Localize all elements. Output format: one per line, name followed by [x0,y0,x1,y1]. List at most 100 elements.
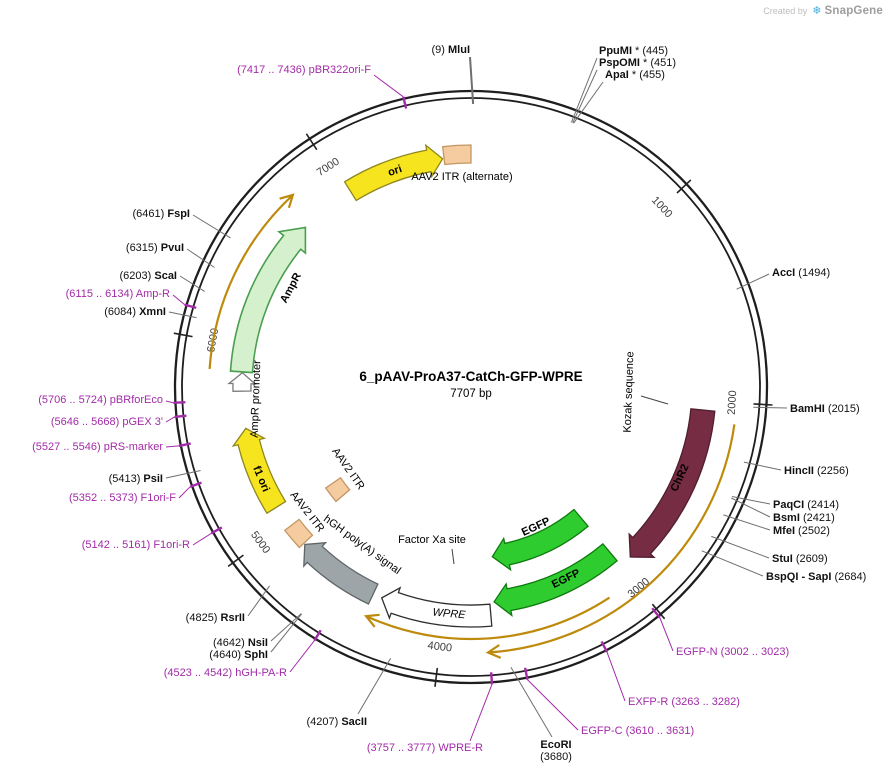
enzyme-PaqCI[interactable]: PaqCI (2414) [731,496,839,512]
enzyme-BamHI[interactable]: BamHI (2015) [753,403,860,415]
primer-EGFP-N[interactable]: EGFP-N (3002 .. 3023) [651,607,789,658]
enzyme-PspOMI[interactable]: PspOMI * (451) [572,57,676,124]
ruler-label-5000: 5000 [248,529,272,556]
svg-text:(5646 .. 5668) pGEX 3': (5646 .. 5668) pGEX 3' [51,416,163,428]
watermark-prefix: Created by [763,5,808,16]
svg-text:(5527 .. 5546) pRS-marker: (5527 .. 5546) pRS-marker [32,441,163,453]
svg-text:(6084) XmnI: (6084) XmnI [104,306,166,318]
svg-text:PspOMI * (451): PspOMI * (451) [599,57,676,69]
primer-F1ori-R[interactable]: (5142 .. 5161) F1ori-R [82,526,223,551]
enzyme-EcoRI[interactable]: EcoRI (3680) [510,666,572,763]
svg-text:(6461) FspI: (6461) FspI [133,208,190,220]
enzyme-ApaI[interactable]: ApaI * (455) [573,69,665,124]
primer-Amp-R[interactable]: (6115 .. 6134) Amp-R [66,288,197,310]
enzyme-BsmI[interactable]: BsmI (2421) [731,497,835,524]
enzyme-XmnI[interactable]: (6084) XmnI [104,306,197,319]
ruler-label-1000: 1000 [649,194,675,220]
note-kozak-sequence[interactable]: Kozak sequence [622,351,669,433]
backbone-ring-outer [173,89,769,685]
svg-text:(5142 .. 5161) F1ori-R: (5142 .. 5161) F1ori-R [82,539,190,551]
snapgene-watermark: Created by ❄ SnapGene [763,4,883,18]
svg-text:BsmI (2421): BsmI (2421) [773,512,835,524]
backbone-ring-inner [181,97,761,677]
enzyme-PsiI[interactable]: (5413) PsiI [109,470,201,486]
orf-1-arrow[interactable] [485,424,736,659]
svg-text:(5352 .. 5373) F1ori-F: (5352 .. 5373) F1ori-F [69,492,176,504]
svg-text:StuI (2609): StuI (2609) [772,553,828,565]
ruler-tick-4000 [434,667,439,687]
primer-pBR322ori-F[interactable]: (7417 .. 7436) pBR322ori-F [237,64,408,109]
primer-hGH-PA-R[interactable]: (4523 .. 4542) hGH-PA-R [164,629,322,679]
svg-text:HincII (2256): HincII (2256) [784,465,849,477]
snapgene-logo-icon: ❄ [812,5,822,17]
primer-pRS-marker[interactable]: (5527 .. 5546) pRS-marker [32,441,191,453]
feature-egfp-outer[interactable] [493,542,619,617]
plasmid-title: 6_pAAV-ProA37-CatCh-GFP-WPRE [359,369,582,384]
svg-text:EGFP-C (3610 .. 3631): EGFP-C (3610 .. 3631) [581,725,694,737]
svg-text:(4825) RsrII: (4825) RsrII [186,612,245,624]
enzyme-AccI[interactable]: AccI (1494) [736,267,831,290]
enzyme-ScaI[interactable]: (6203) ScaI [120,270,205,292]
svg-text:(7417 .. 7436) pBR322ori-F: (7417 .. 7436) pBR322ori-F [237,64,371,76]
feature-hgh-polya-signal[interactable] [303,541,379,605]
primer-pGEX-3[interactable]: (5646 .. 5668) pGEX 3' [51,414,187,428]
enzyme-SacII[interactable]: (4207) SacII [306,658,392,728]
ruler-tick-5000 [227,554,244,568]
svg-text:EcoRI(3680): EcoRI (3680) [540,739,572,763]
enzyme-NsiI[interactable]: (4642) NsiI [213,613,302,650]
primer-WPRE-R[interactable]: (3757 .. 3777) WPRE-R [367,672,494,754]
svg-text:(4207) SacII: (4207) SacII [306,716,367,728]
svg-text:PpuMI * (445): PpuMI * (445) [599,45,668,57]
feature-ori[interactable] [343,143,444,202]
svg-text:(4642) NsiI: (4642) NsiI [213,637,268,649]
enzyme-HincII[interactable]: HincII (2256) [743,461,849,477]
primer-EXFP-R[interactable]: EXFP-R (3263 .. 3282) [600,640,740,709]
svg-text:(4523 .. 4542) hGH-PA-R: (4523 .. 4542) hGH-PA-R [164,667,287,679]
enzyme-PpuMI[interactable]: PpuMI * (445) [570,45,668,123]
svg-text:Kozak sequence: Kozak sequence [622,351,637,433]
feature-label-ori[interactable]: ori [386,163,403,179]
ruler-label-2000: 2000 [726,390,739,415]
feature-chr2[interactable] [628,408,716,558]
orf-3-arrow[interactable] [208,193,295,369]
enzyme-MluI[interactable]: (9) MluI [432,44,475,105]
feature-ampr-promoter[interactable] [227,371,257,392]
primer-F1ori-F[interactable]: (5352 .. 5373) F1ori-F [69,481,202,504]
svg-text:(3757 .. 3777) WPRE-R: (3757 .. 3777) WPRE-R [367,742,483,754]
feature-egfp-inner[interactable] [491,508,590,572]
enzyme-MfeI[interactable]: MfeI (2502) [723,514,830,537]
feature-label-wpre[interactable]: WPRE [432,607,467,622]
feature-wpre[interactable] [380,586,493,628]
svg-text:(6315) PvuI: (6315) PvuI [126,242,184,254]
primer-EGFP-C[interactable]: EGFP-C (3610 .. 3631) [523,667,694,737]
svg-text:PaqCI (2414): PaqCI (2414) [773,499,839,511]
note-factor-xa-site[interactable]: Factor Xa site [398,534,466,565]
svg-text:(4640) SphI: (4640) SphI [209,649,268,661]
primer-pBRforEco[interactable]: (5706 .. 5724) pBRforEco [38,394,186,406]
ruler-label-4000: 4000 [427,640,453,655]
feature-ampr[interactable] [229,226,307,374]
svg-text:EGFP-N (3002 .. 3023): EGFP-N (3002 .. 3023) [676,646,789,658]
enzyme-StuI[interactable]: StuI (2609) [711,535,828,565]
feature-aav2-itr-1[interactable] [283,518,314,549]
plasmid-length: 7707 bp [450,388,492,400]
enzyme-FspI[interactable]: (6461) FspI [133,208,231,239]
feature-aav2-itr-alternate[interactable] [441,144,472,166]
svg-text:(9) MluI: (9) MluI [432,44,471,56]
enzyme-SphI[interactable]: (4640) SphI [209,613,303,661]
enzyme-BspQI-SapI[interactable]: BspQI - SapI (2684) [701,550,866,583]
feature-f1-ori[interactable] [231,427,287,515]
feature-aav2-itr-2[interactable] [324,476,351,503]
ruler-tick-3000 [651,603,666,620]
ruler-tick-6000 [173,332,193,338]
svg-text:AccI (1494): AccI (1494) [772,267,830,279]
orf-2-arrow[interactable] [363,596,611,641]
ruler-label-3000: 3000 [626,576,652,601]
enzyme-PvuI[interactable]: (6315) PvuI [126,242,215,268]
enzyme-RsrII[interactable]: (4825) RsrII [186,585,271,624]
feature-label-ampr-promoter[interactable]: AmpR promoter [249,360,264,438]
svg-text:EXFP-R (3263 .. 3282): EXFP-R (3263 .. 3282) [628,696,740,708]
feature-label-aav2-itr-alternate[interactable]: AAV2 ITR (alternate) [411,171,512,183]
